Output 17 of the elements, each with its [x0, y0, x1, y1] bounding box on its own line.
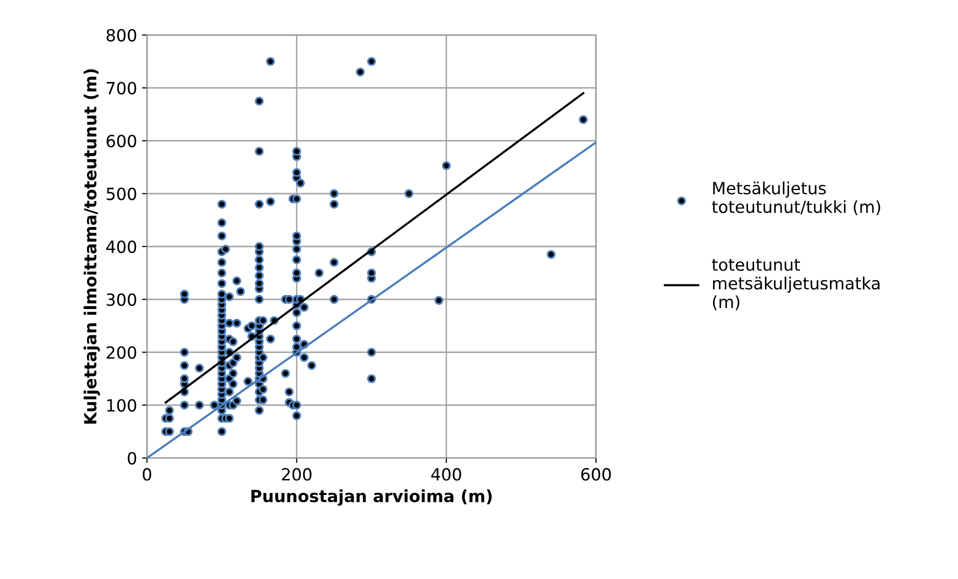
- legend-label: Metsäkuljetus toteutunut/tukki (m): [712, 182, 880, 216]
- y-tick-label: 500: [106, 188, 136, 200]
- y-tick-label: 800: [106, 28, 136, 42]
- y-tick-label: 600: [106, 134, 136, 148]
- y-tick-label: 0: [128, 452, 136, 465]
- y-tick-label: 400: [106, 240, 136, 254]
- x-tick-label: 200: [282, 468, 312, 481]
- y-tick-label: 300: [106, 293, 136, 306]
- y-tick-label: 100: [107, 399, 136, 412]
- y-tick-label: 200: [106, 346, 136, 359]
- x-tick-label: 600: [581, 468, 611, 481]
- x-tick-label: 400: [431, 468, 462, 481]
- y-tick-label: 700: [106, 82, 136, 94]
- legend-label: toteutunut metsäkuljetusmatka (m): [712, 258, 880, 310]
- x-tick-label: 0: [142, 468, 152, 481]
- y-axis-title: Kuljettajan ilmoittama/toteutunut (m): [84, 69, 100, 424]
- x-axis-title: Puunostajan arvioima (m): [251, 489, 492, 506]
